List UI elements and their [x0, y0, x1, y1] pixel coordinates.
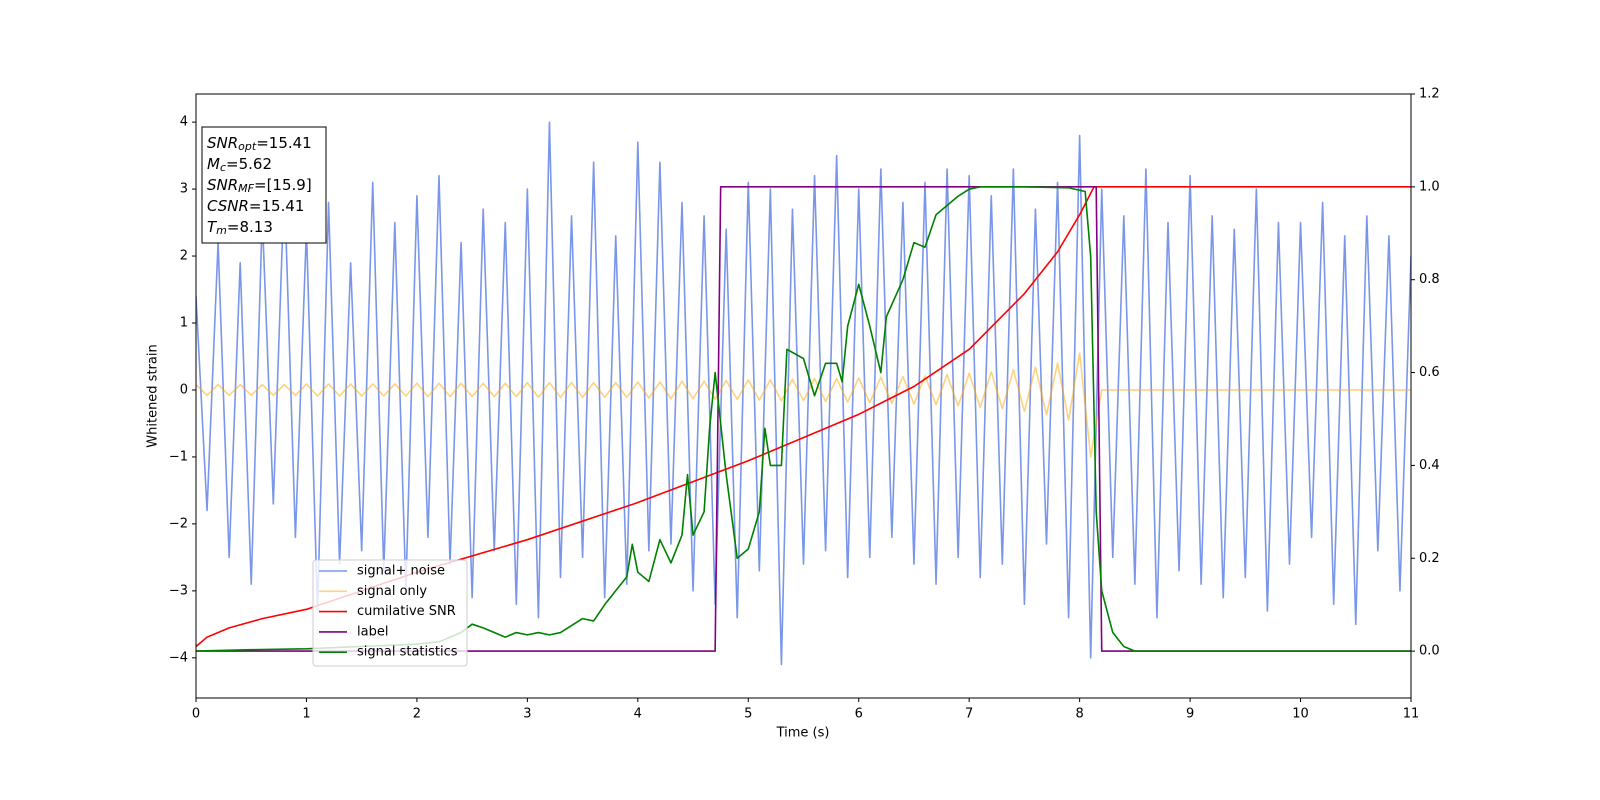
y2-tick-label: 0.4	[1419, 458, 1440, 473]
y2-tick-label: 0.8	[1419, 272, 1440, 287]
y2-tick-label: 1.0	[1419, 179, 1440, 194]
y-axis-label: Whitened strain	[146, 344, 161, 447]
y-tick-label: 3	[180, 182, 188, 197]
y2-tick-label: 0.0	[1419, 644, 1440, 659]
annotation-subscript: MF	[238, 182, 254, 195]
x-tick-label: 2	[413, 707, 421, 722]
y-tick-label: −1	[169, 449, 188, 464]
x-tick-label: 7	[965, 707, 973, 722]
y-tick-label: 1	[180, 316, 188, 331]
annotation-symbol: CSNR	[207, 197, 249, 215]
annotation-symbol: M	[207, 155, 220, 173]
x-axis-label: Time (s)	[776, 726, 830, 741]
y-tick-label: −4	[169, 650, 188, 665]
y2-tick-label: 0.2	[1419, 551, 1440, 566]
annotation-value: =15.41	[249, 197, 305, 215]
y-tick-label: −2	[169, 516, 188, 531]
y2-tick-label: 0.6	[1419, 365, 1440, 380]
annotation-symbol: SNR	[207, 134, 238, 152]
y2-tick-label: 1.2	[1419, 87, 1440, 102]
x-tick-label: 1	[302, 707, 310, 722]
legend-label: label	[357, 624, 388, 639]
y-tick-label: −3	[169, 583, 188, 598]
legend-box	[312, 559, 468, 667]
x-tick-label: 3	[523, 707, 531, 722]
axes-frame	[195, 93, 1412, 699]
annotation-box	[201, 126, 327, 244]
x-tick-label: 9	[1186, 707, 1194, 722]
annotation-line: Tm=8.13	[207, 218, 273, 238]
annotation-line: SNRMF=[15.9]	[207, 176, 312, 196]
annotation: SNRopt=15.41Mc=5.62SNRMF=[15.9]CSNR=15.4…	[201, 126, 327, 244]
series-line	[196, 352, 1411, 458]
x-tick-label: 10	[1292, 707, 1309, 722]
series-line	[196, 121, 1411, 666]
series-line	[196, 186, 1411, 652]
x-tick-label: 5	[744, 707, 752, 722]
annotation-value: =8.13	[227, 218, 273, 236]
annotation-line: CSNR=15.41	[207, 197, 304, 215]
x-tick-label: 6	[855, 707, 863, 722]
legend: signal+ noise signal only cumilative SNR la…	[312, 559, 468, 667]
legend-label: cumilative SNR	[357, 604, 456, 619]
y-tick-label: 0	[180, 382, 188, 397]
x-tick-label: 0	[192, 707, 200, 722]
annotation-subscript: opt	[238, 140, 257, 153]
annotation-value: =15.41	[256, 134, 312, 152]
y-tick-label: 4	[180, 115, 188, 130]
annotation-subscript: m	[216, 224, 227, 237]
annotation-value: =[15.9]	[254, 176, 312, 194]
legend-label: signal+ noise	[357, 564, 445, 579]
x-tick-label: 11	[1403, 707, 1420, 722]
annotation-symbol: T	[207, 218, 218, 236]
legend-label: signal only	[357, 584, 427, 599]
x-tick-label: 4	[634, 707, 642, 722]
annotation-value: =5.62	[226, 155, 272, 173]
annotation-subscript: c	[220, 161, 226, 174]
annotation-symbol: SNR	[207, 176, 238, 194]
annotation-line: Mc=5.62	[207, 155, 272, 175]
annotation-line: SNRopt=15.41	[207, 134, 312, 154]
legend-label: signal statistics	[357, 645, 458, 660]
plot-area	[196, 121, 1411, 666]
series-line	[196, 186, 1411, 648]
y-tick-label: 2	[180, 249, 188, 264]
x-tick-label: 8	[1075, 707, 1083, 722]
